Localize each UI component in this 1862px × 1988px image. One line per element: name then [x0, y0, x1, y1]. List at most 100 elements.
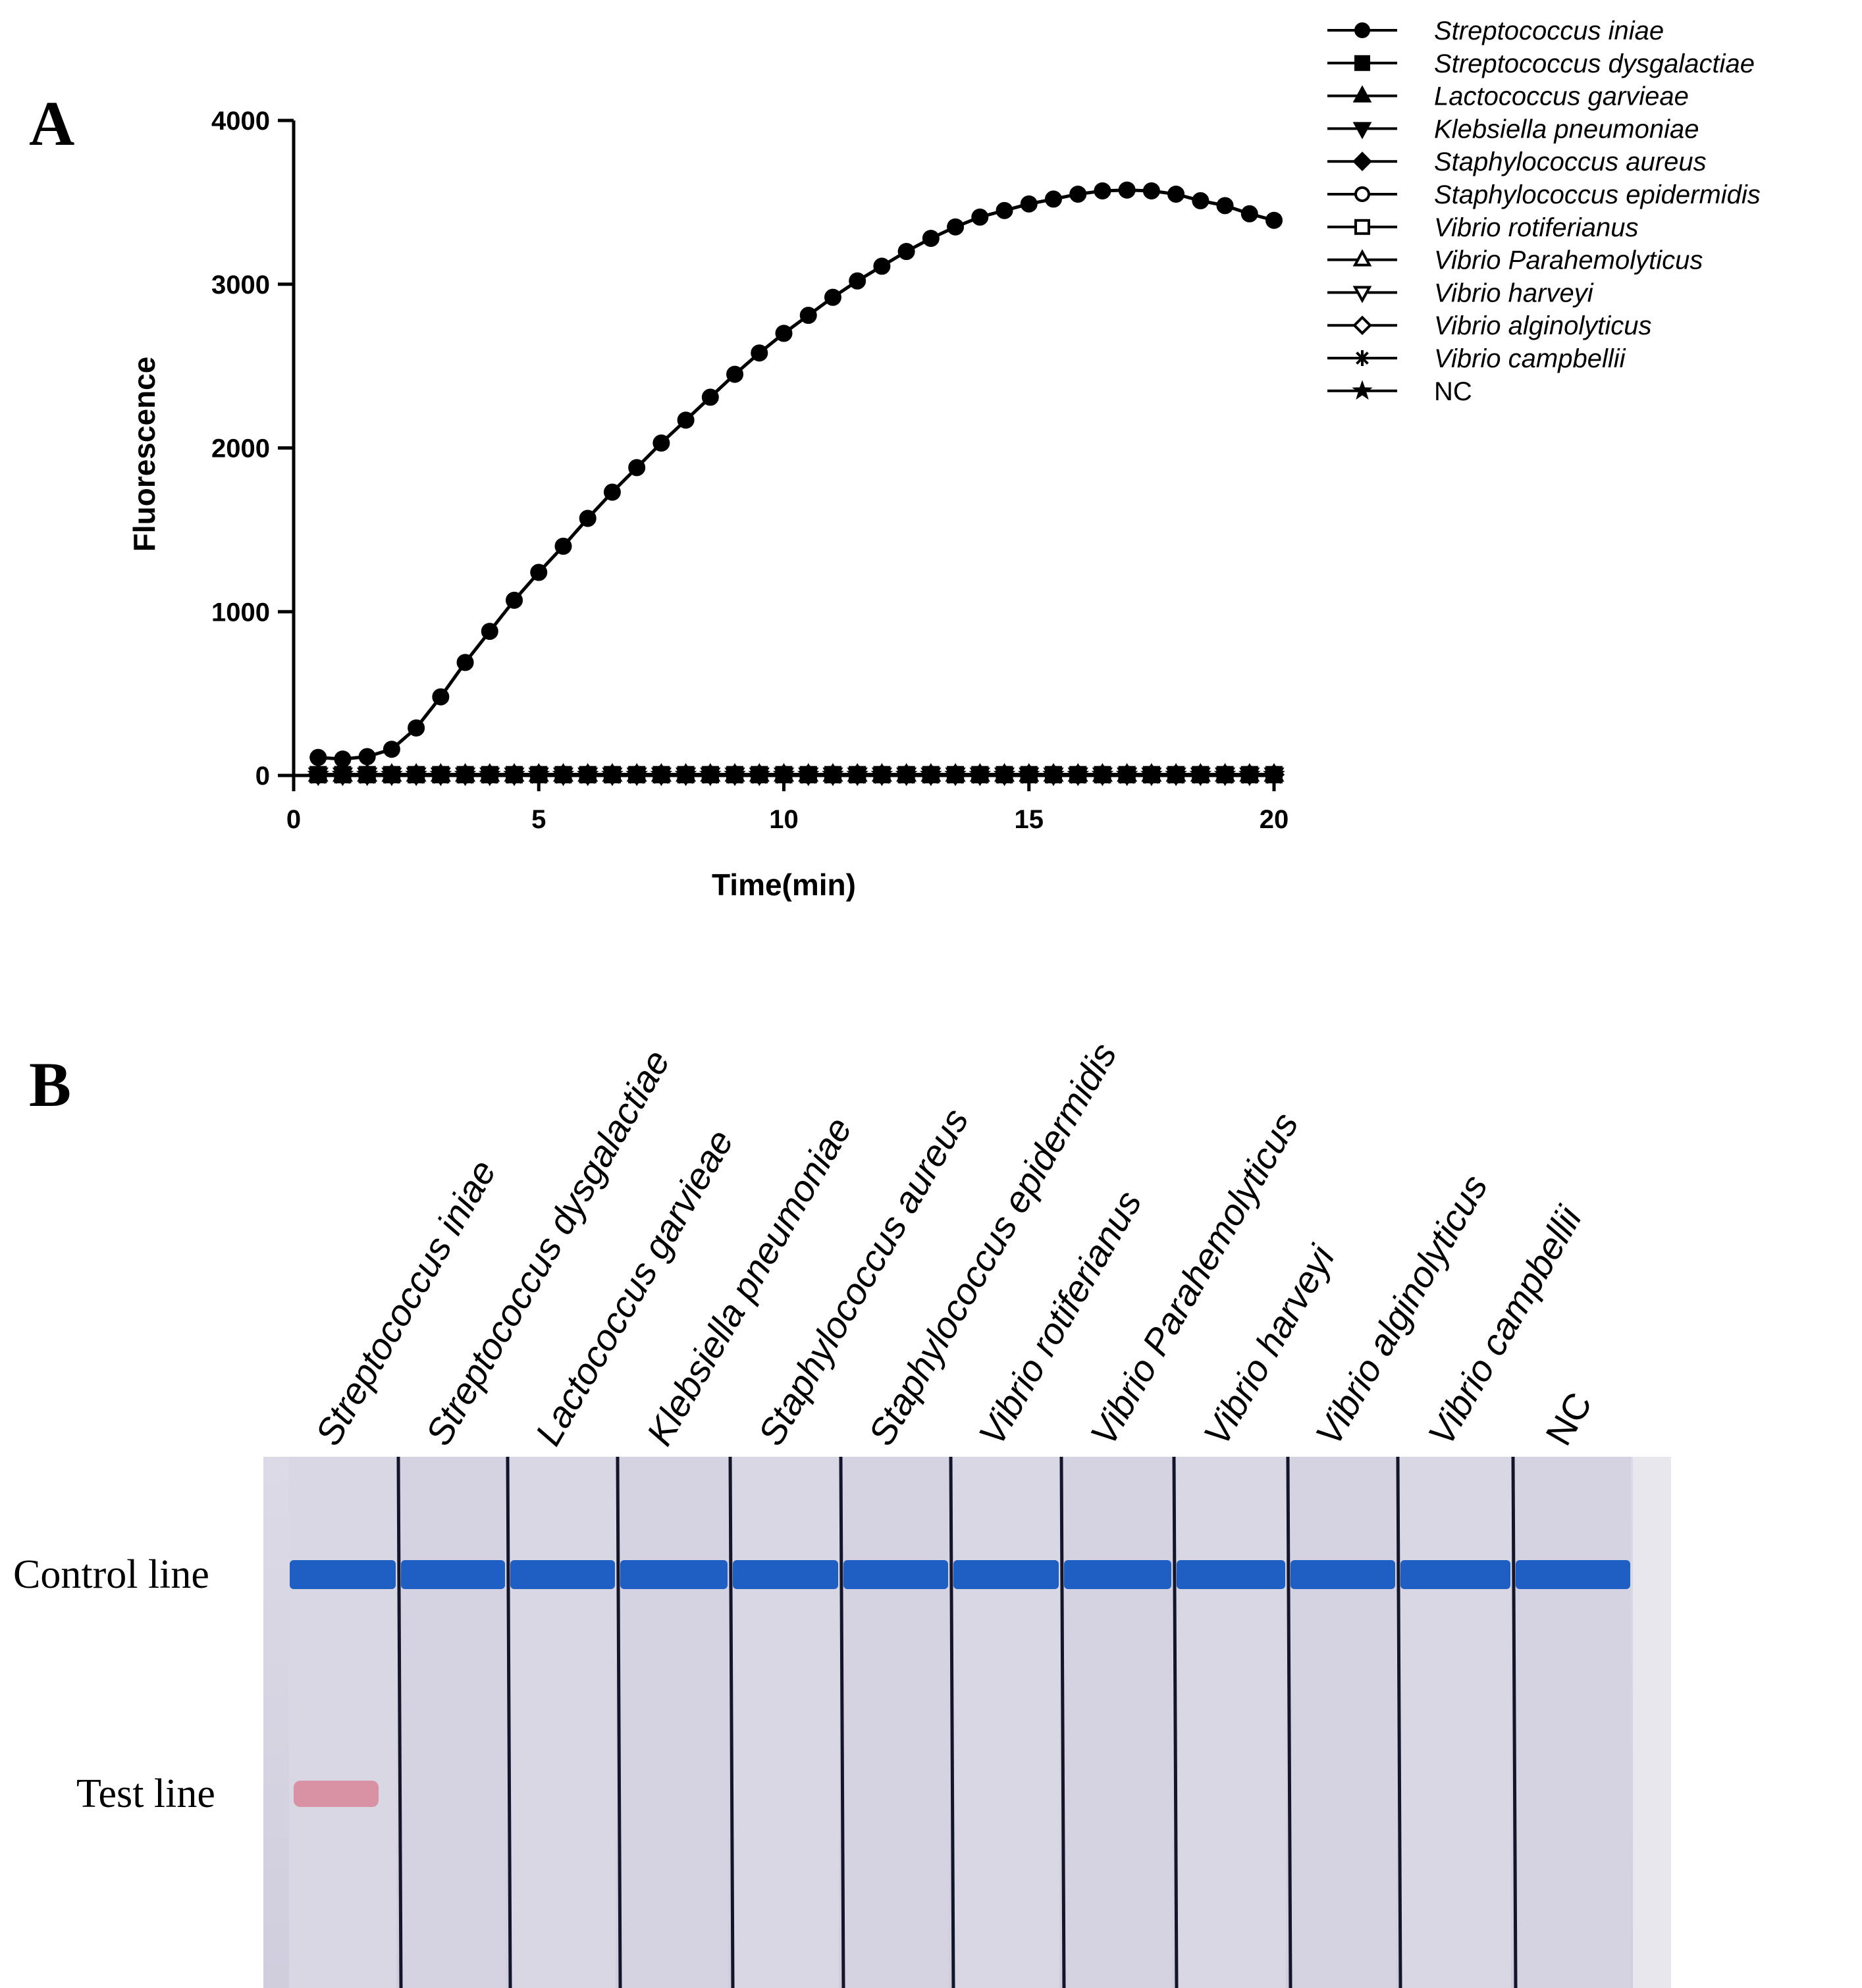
legend-marker [1352, 315, 1372, 336]
data-point [432, 766, 450, 783]
lane-divider [1172, 1456, 1179, 1988]
control-line-band [290, 1560, 396, 1589]
legend-marker [1354, 350, 1370, 366]
data-point [1020, 766, 1038, 783]
data-point [701, 388, 719, 406]
data-point [1167, 766, 1185, 783]
data-point [652, 434, 670, 452]
data-point [922, 766, 940, 783]
legend-item: Streptococcus dysgalactiae [1327, 49, 1755, 78]
data-point [628, 766, 646, 783]
lane-label: Vibrio harveyi [1195, 1238, 1343, 1452]
data-point [1240, 766, 1258, 783]
data-point [971, 766, 989, 783]
series-streptococcus-dysgalactiae [309, 766, 1283, 783]
data-point [922, 230, 940, 248]
legend-label: Vibrio alginolyticus [1434, 311, 1652, 340]
control-line-band [733, 1560, 838, 1589]
data-point [897, 243, 915, 260]
legend-item: Streptococcus iniae [1327, 16, 1664, 45]
data-point [824, 288, 841, 306]
legend-marker [1354, 55, 1370, 71]
legend-label: Vibrio rotiferianus [1434, 213, 1639, 242]
data-point [358, 766, 376, 783]
legend-item: NC [1327, 377, 1472, 406]
x-tick-label: 10 [769, 805, 799, 834]
data-point [873, 766, 891, 783]
lane-divider [1059, 1456, 1066, 1988]
legend-item: Vibrio alginolyticus [1327, 311, 1652, 340]
lane-label: Streptococcus dysgalactiae [417, 1043, 678, 1452]
strip-lane [1400, 1457, 1511, 1988]
data-point [383, 766, 400, 783]
data-point [1094, 766, 1111, 783]
test-strips [263, 1456, 1671, 1988]
data-point [677, 766, 695, 783]
data-point [726, 365, 744, 383]
lane-label: Staphylococcus epidermidis [860, 1035, 1125, 1452]
strip-lane [510, 1457, 616, 1988]
data-point [481, 766, 498, 783]
data-point [1118, 766, 1136, 783]
lane-membrane [843, 1457, 949, 1988]
lane-membrane [953, 1457, 1059, 1988]
data-point [481, 623, 498, 641]
data-point [751, 344, 768, 362]
lane-divider [616, 1456, 622, 1988]
data-point [358, 748, 376, 766]
control-line-band [1290, 1560, 1395, 1589]
data-point [1020, 195, 1038, 213]
y-tick-label: 2000 [211, 434, 270, 463]
strip-lane [289, 1457, 396, 1988]
legend-label: Staphylococcus epidermidis [1434, 180, 1761, 209]
data-point [1094, 182, 1111, 199]
data-point [1044, 190, 1062, 208]
data-point [1069, 766, 1087, 783]
x-tick-label: 15 [1015, 805, 1044, 834]
lane-divider [396, 1456, 403, 1988]
y-tick-label: 3000 [211, 271, 270, 300]
y-tick-label: 1000 [211, 598, 270, 627]
data-point [456, 654, 474, 671]
lane-divider [1511, 1456, 1518, 1988]
data-point [603, 483, 621, 501]
lane-membrane [1176, 1457, 1286, 1988]
lane-divider [949, 1456, 955, 1988]
data-point [1216, 197, 1234, 215]
strip-lane [620, 1457, 728, 1988]
lane-label: Klebsiella pneumoniae [638, 1110, 859, 1452]
data-point [506, 591, 523, 609]
control-line-band [620, 1560, 728, 1589]
legend-marker [1354, 22, 1370, 38]
strip-lane [843, 1457, 949, 1988]
strip-lane [953, 1457, 1059, 1988]
data-point [849, 766, 866, 783]
lane-divider [1396, 1456, 1402, 1988]
data-point [947, 766, 965, 783]
legend-label: Lactococcus garvieae [1434, 82, 1689, 111]
control-line-band [1400, 1560, 1510, 1589]
data-point [1118, 181, 1136, 199]
legend-label: Vibrio Parahemolyticus [1434, 246, 1703, 275]
data-point [1265, 766, 1283, 783]
series-streptococcus-iniae [309, 181, 1283, 768]
strip-lane [732, 1457, 839, 1988]
data-point [947, 218, 965, 236]
lane-membrane [1290, 1457, 1396, 1988]
x-tick-label: 20 [1260, 805, 1289, 834]
lane-membrane [1400, 1457, 1511, 1988]
legend-marker [1352, 380, 1373, 400]
strip-lane [1515, 1457, 1631, 1988]
legend-marker [1354, 186, 1370, 202]
x-tick-label: 5 [531, 805, 546, 834]
legend-marker [1352, 151, 1372, 172]
y-tick-label: 4000 [211, 107, 270, 136]
chart-legend: Streptococcus iniae Streptococcus dysgala… [1327, 16, 1761, 406]
data-point [652, 766, 670, 783]
data-point [432, 688, 450, 706]
strip-background [263, 1457, 1671, 1988]
panel-a-label: A [29, 88, 75, 159]
data-point [971, 208, 989, 226]
data-point [1192, 192, 1210, 209]
